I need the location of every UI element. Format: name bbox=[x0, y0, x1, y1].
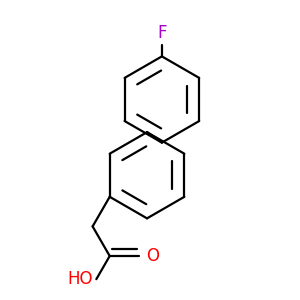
Text: O: O bbox=[146, 247, 159, 265]
Text: HO: HO bbox=[68, 270, 93, 288]
Text: F: F bbox=[157, 24, 167, 42]
